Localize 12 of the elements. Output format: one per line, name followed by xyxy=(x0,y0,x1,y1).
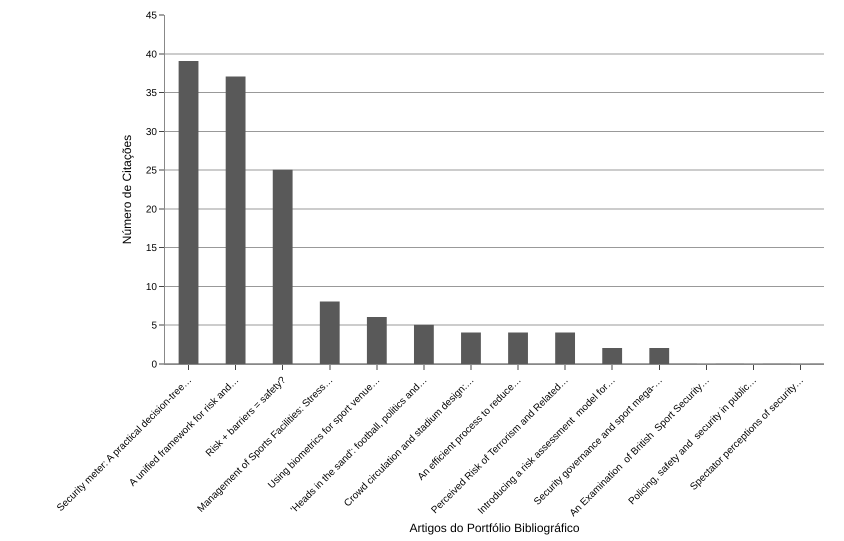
y-tick-label: 30 xyxy=(146,126,158,138)
y-tick-label: 0 xyxy=(151,360,158,370)
y-tick-label: 5 xyxy=(151,320,158,332)
y-tick-label: 35 xyxy=(146,88,158,100)
y-axis-title: Número de Citações xyxy=(120,134,134,244)
x-axis-title: Artigos do Portfólio Bibliográfico xyxy=(409,521,580,536)
y-tick-label: 15 xyxy=(146,243,158,254)
y-tick-label: 40 xyxy=(146,49,158,60)
y-tick-label: 25 xyxy=(146,166,158,177)
y-tick-label: 45 xyxy=(146,10,158,22)
y-tick-label: 20 xyxy=(146,204,158,216)
y-tick-label: 10 xyxy=(146,282,158,293)
